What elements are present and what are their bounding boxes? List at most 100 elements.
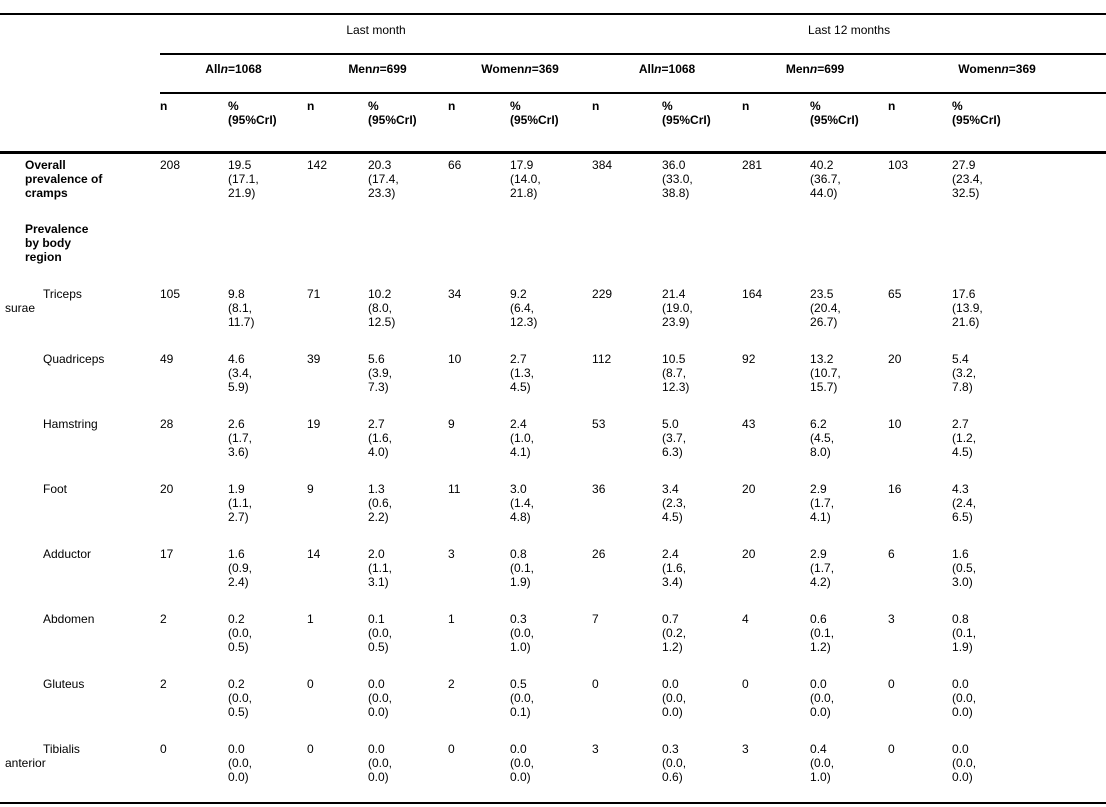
count-cell: 112 xyxy=(592,351,612,366)
count-cell: 0 xyxy=(592,676,599,691)
pct-ci-cell: 21.4 (19.0, 23.9) xyxy=(662,286,693,329)
pct-ci-cell: 0.8 (0.1, 1.9) xyxy=(510,546,535,589)
count-cell: 20 xyxy=(742,481,756,496)
count-cell: 16 xyxy=(888,481,902,496)
count-cell: 36 xyxy=(592,481,606,496)
count-cell: 20 xyxy=(888,351,902,366)
count-cell: 71 xyxy=(307,286,321,301)
pct-column-header: % (95%CrI) xyxy=(662,93,743,154)
n-symbol: n xyxy=(1001,62,1009,76)
count-cell: 2 xyxy=(448,676,455,691)
row-label: Quadriceps xyxy=(43,351,105,366)
table-row: Overall prevalence of cramps 208 19.5 (17.… xyxy=(0,153,1106,218)
pct-ci-cell: 2.7 (1.6, 4.0) xyxy=(368,416,393,459)
stat-header-row: n % (95%CrI) n % (95%CrI) n % (95%CrI) n… xyxy=(0,93,1106,154)
pct-ci-cell xyxy=(368,218,448,283)
pct-ci-cell: 19.5 (17.1, 21.9) xyxy=(228,158,259,200)
count-cell: 0 xyxy=(160,737,228,804)
pct-ci-cell: 0.1 (0.0, 0.5) xyxy=(368,611,393,654)
count-cell: 34 xyxy=(448,286,462,301)
count-cell: 11 xyxy=(448,481,461,496)
pct-ci-cell: 0.8 (0.1, 1.9) xyxy=(952,611,977,654)
table-row: Hamstring 28 2.6 (1.7, 3.6) 19 2.7 (1.6, 4.0… xyxy=(0,413,1106,478)
pct-ci-cell: 0.2 (0.0, 0.5) xyxy=(228,611,253,654)
count-cell: 7 xyxy=(592,611,599,626)
pct-ci-cell: 36.0 (33.0, 38.8) xyxy=(662,158,693,200)
pct-ci-cell: 5.0 (3.7, 6.3) xyxy=(662,416,687,459)
pct-ci-cell: 2.9 (1.7, 4.1) xyxy=(810,481,835,524)
group-header-men-month: Menn=699 xyxy=(307,54,448,94)
pct-ci-cell: 5.6 (3.9, 7.3) xyxy=(368,351,393,394)
count-cell: 17 xyxy=(160,546,174,561)
group-count: =699 xyxy=(379,62,407,76)
count-cell: 6 xyxy=(888,546,895,561)
count-cell: 3 xyxy=(742,737,811,804)
count-cell: 103 xyxy=(888,158,909,172)
table-row: Triceps surae 105 9.8 (8.1, 11.7) 71 10.2 (8… xyxy=(0,283,1106,348)
pct-ci-cell: 2.0 (1.1, 3.1) xyxy=(368,546,393,589)
pct-ci-cell: 2.7 (1.3, 4.5) xyxy=(510,351,535,394)
pct-ci-cell: 0.0 (0.0, 0.0) xyxy=(228,737,307,804)
n-column-header: n xyxy=(160,93,228,154)
pct-ci-cell: 2.6 (1.7, 3.6) xyxy=(228,416,253,459)
table-body: Overall prevalence of cramps 208 19.5 (17.… xyxy=(0,153,1106,804)
group-count: =1068 xyxy=(661,62,696,76)
table-row: Abdomen 2 0.2 (0.0, 0.5) 1 0.1 (0.0, 0.5) 1 0.… xyxy=(0,608,1106,673)
count-cell: 0 xyxy=(307,676,314,691)
table-row: Gluteus 2 0.2 (0.0, 0.5) 0 0.0 (0.0, 0.0) 2 0.… xyxy=(0,673,1106,738)
count-cell: 3 xyxy=(888,611,895,626)
count-cell: 10 xyxy=(448,351,462,366)
row-label: Tibialis anterior xyxy=(0,737,160,804)
pct-ci-cell: 40.2 (36.7, 44.0) xyxy=(810,158,841,200)
count-cell: 0 xyxy=(888,676,895,691)
count-cell xyxy=(160,218,228,283)
count-cell: 26 xyxy=(592,546,606,561)
pct-ci-cell: 23.5 (20.4, 26.7) xyxy=(810,286,841,329)
pct-ci-cell xyxy=(952,218,1106,283)
count-cell: 1 xyxy=(307,611,314,626)
group-label: Men xyxy=(785,62,810,76)
count-cell: 0 xyxy=(307,737,368,804)
count-cell: 1 xyxy=(448,611,455,626)
pct-column-header: % (95%CrI) xyxy=(510,93,593,154)
group-label: All xyxy=(638,62,655,76)
n-symbol: n xyxy=(372,62,380,76)
pct-ci-cell: 0.5 (0.0, 0.1) xyxy=(510,676,535,719)
n-column-header: n xyxy=(307,93,368,154)
count-cell: 0 xyxy=(742,676,749,691)
count-cell: 28 xyxy=(160,416,174,431)
count-cell: 3 xyxy=(448,546,455,561)
row-label: Abdomen xyxy=(43,611,95,626)
group-header-women-12m: Womenn=369 xyxy=(888,54,1106,94)
pct-ci-cell: 4.3 (2.4, 6.5) xyxy=(952,481,977,524)
count-cell: 9 xyxy=(307,481,314,496)
period-last-month: Last month xyxy=(160,13,593,55)
n-symbol: n xyxy=(524,62,532,76)
count-cell: 229 xyxy=(592,286,613,301)
table-row: Tibialis anterior 0 0.0 (0.0, 0.0) 0 0.0 (0.… xyxy=(0,737,1106,804)
pct-ci-cell: 0.0 (0.0, 0.0) xyxy=(952,676,977,719)
pct-ci-cell xyxy=(228,218,307,283)
group-label: Women xyxy=(481,62,525,76)
row-label: Overall prevalence of cramps xyxy=(25,158,103,200)
period-last-12-months: Last 12 months xyxy=(592,13,1106,55)
pct-ci-cell: 9.8 (8.1, 11.7) xyxy=(228,286,255,329)
pct-column-header: % (95%CrI) xyxy=(952,93,1106,154)
table-row: Foot 20 1.9 (1.1, 2.7) 9 1.3 (0.6, 2.2) 11 3.0… xyxy=(0,478,1106,543)
pct-ci-cell: 10.5 (8.7, 12.3) xyxy=(662,351,690,394)
group-label: Women xyxy=(958,62,1002,76)
count-cell: 105 xyxy=(160,286,181,301)
count-cell xyxy=(592,218,662,283)
corner-cell xyxy=(0,13,160,54)
pct-column-header: % (95%CrI) xyxy=(368,93,448,154)
group-header-men-12m: Menn=699 xyxy=(742,54,889,94)
pct-ci-cell: 1.3 (0.6, 2.2) xyxy=(368,481,393,524)
count-cell: 142 xyxy=(307,158,328,172)
row-label: Foot xyxy=(43,481,68,496)
pct-ci-cell: 0.0 (0.0, 0.0) xyxy=(368,676,393,719)
n-symbol: n xyxy=(654,62,662,76)
pct-ci-cell: 0.2 (0.0, 0.5) xyxy=(228,676,253,719)
pct-ci-cell: 0.3 (0.0, 0.6) xyxy=(662,737,743,804)
pct-ci-cell: 0.0 (0.0, 0.0) xyxy=(510,737,593,804)
